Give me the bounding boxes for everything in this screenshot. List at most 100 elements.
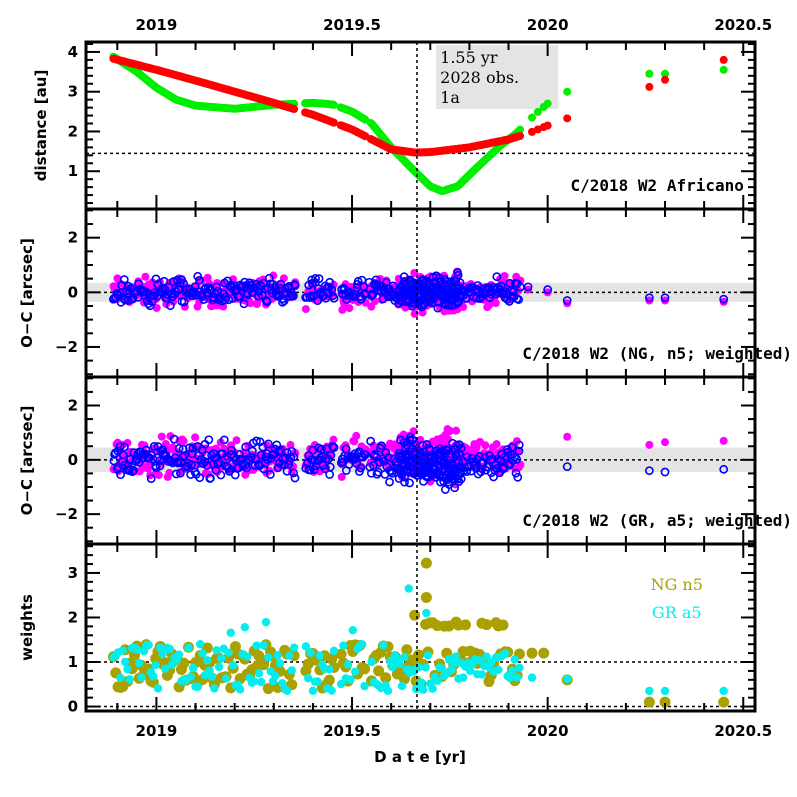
gr-weight-point xyxy=(475,656,484,665)
dec-residual-point xyxy=(213,459,223,469)
y-tick-label: 3 xyxy=(68,83,78,101)
ng-weight-point xyxy=(178,657,190,669)
gr-weight-point xyxy=(422,608,431,618)
dec-residual-point xyxy=(198,459,208,469)
ng-weight-point xyxy=(659,696,671,708)
gr-weight-point xyxy=(240,622,250,632)
ra-residual-point xyxy=(154,471,163,480)
dec-residual-point xyxy=(242,463,252,473)
dec-residual-point xyxy=(252,436,261,446)
gr-weight-point xyxy=(132,645,142,654)
dec-residual-point xyxy=(523,282,533,292)
ra-residual-point xyxy=(645,440,654,449)
gr-weight-point xyxy=(151,660,160,670)
plot-area-oc-ng xyxy=(86,267,755,318)
dec-residual-point xyxy=(123,281,133,291)
gr-weight-point xyxy=(447,665,456,675)
dec-residual-point xyxy=(269,449,279,459)
dec-residual-point xyxy=(490,465,500,475)
dec-residual-point xyxy=(169,434,179,444)
distance-point xyxy=(516,125,525,134)
gr-weight-point xyxy=(135,658,144,668)
distance-point xyxy=(645,69,654,78)
ng-weight-point xyxy=(420,557,432,569)
ng-weight-point xyxy=(373,665,385,677)
dec-residual-point xyxy=(212,282,221,292)
gr-weight-point xyxy=(325,664,334,674)
dec-residual-point xyxy=(289,452,299,462)
dec-residual-point xyxy=(263,439,273,449)
dec-residual-point xyxy=(290,281,300,290)
ng-weight-point xyxy=(262,683,274,695)
dec-residual-point xyxy=(127,467,137,477)
distance-point xyxy=(661,69,670,78)
gr-weight-point xyxy=(137,673,146,682)
y-tick-label: 2 xyxy=(68,608,78,626)
dec-residual-point xyxy=(476,467,486,477)
dec-residual-point xyxy=(279,296,289,306)
dec-residual-point xyxy=(353,276,363,286)
gr-weight-point xyxy=(188,663,198,673)
dec-residual-point xyxy=(400,477,409,487)
dec-residual-point xyxy=(275,284,285,293)
y-tick-label: 0 xyxy=(68,451,78,469)
distance-point xyxy=(645,82,654,91)
y-axis-title: O−C [arcsec] xyxy=(18,238,36,348)
dec-residual-point xyxy=(195,275,204,285)
ra-residual-point xyxy=(524,285,533,294)
ra-residual-point xyxy=(179,437,188,446)
ng-weight-point xyxy=(538,647,550,659)
distance-point xyxy=(290,105,299,114)
distance-point xyxy=(329,100,338,109)
y-tick-label: 0 xyxy=(68,698,78,716)
dec-residual-point xyxy=(562,462,572,472)
ng-weight-point xyxy=(359,663,371,675)
dec-residual-point xyxy=(456,474,466,484)
ra-residual-point xyxy=(123,438,132,447)
gr-weight-point xyxy=(228,661,238,670)
dec-residual-point xyxy=(507,442,517,452)
dec-residual-point xyxy=(234,450,244,459)
ra-residual-point xyxy=(140,441,149,450)
dec-residual-point xyxy=(204,435,214,445)
distance-point xyxy=(563,114,572,123)
x-tick-label-top: 2020.5 xyxy=(714,16,772,34)
dec-residual-point xyxy=(383,452,393,462)
gr-weight-point xyxy=(515,663,524,672)
dec-residual-point xyxy=(149,442,159,451)
dec-residual-point xyxy=(514,440,524,450)
ng-weight-point xyxy=(409,609,421,621)
dec-residual-point xyxy=(421,276,431,286)
dec-residual-point xyxy=(219,435,229,445)
ng-weight-point xyxy=(420,591,432,603)
dec-residual-point xyxy=(366,436,376,446)
gr-weight-point xyxy=(510,655,519,664)
frame-layer: 1 2 3 4 distance [au] −2 0 2 O−C [arcsec] −2 0 2 O−C… xyxy=(18,16,772,740)
dec-residual-point xyxy=(290,473,300,483)
dec-residual-point xyxy=(151,274,161,284)
dec-residual-point xyxy=(513,472,523,482)
dec-residual-point xyxy=(356,463,366,473)
y-axis-title: weights xyxy=(18,594,36,661)
dec-residual-point xyxy=(165,301,175,311)
dec-residual-point xyxy=(512,454,522,464)
gr-weight-point xyxy=(116,673,125,683)
info-box-line: 1.55 yr xyxy=(440,48,498,67)
dec-residual-point xyxy=(155,456,165,466)
dec-residual-point xyxy=(719,464,729,474)
dec-residual-point xyxy=(146,474,156,484)
ra-residual-point xyxy=(516,460,525,469)
panel-frame xyxy=(84,542,757,713)
gr-weight-point xyxy=(118,646,127,655)
ng-weight-point xyxy=(643,696,655,708)
panel-oc-gr: C/2018 W2 (GR, a5; weighted) xyxy=(86,377,792,544)
dec-residual-point xyxy=(498,289,508,298)
gr-weight-point xyxy=(501,649,510,658)
gr-weight-point xyxy=(289,643,299,652)
x-tick-label-bottom: 2020.5 xyxy=(714,722,772,740)
gr-weight-point xyxy=(348,625,358,635)
ra-residual-point xyxy=(345,304,354,313)
dec-residual-point xyxy=(306,465,315,475)
y-tick-label: 1 xyxy=(68,653,78,671)
dec-residual-point xyxy=(329,293,339,303)
